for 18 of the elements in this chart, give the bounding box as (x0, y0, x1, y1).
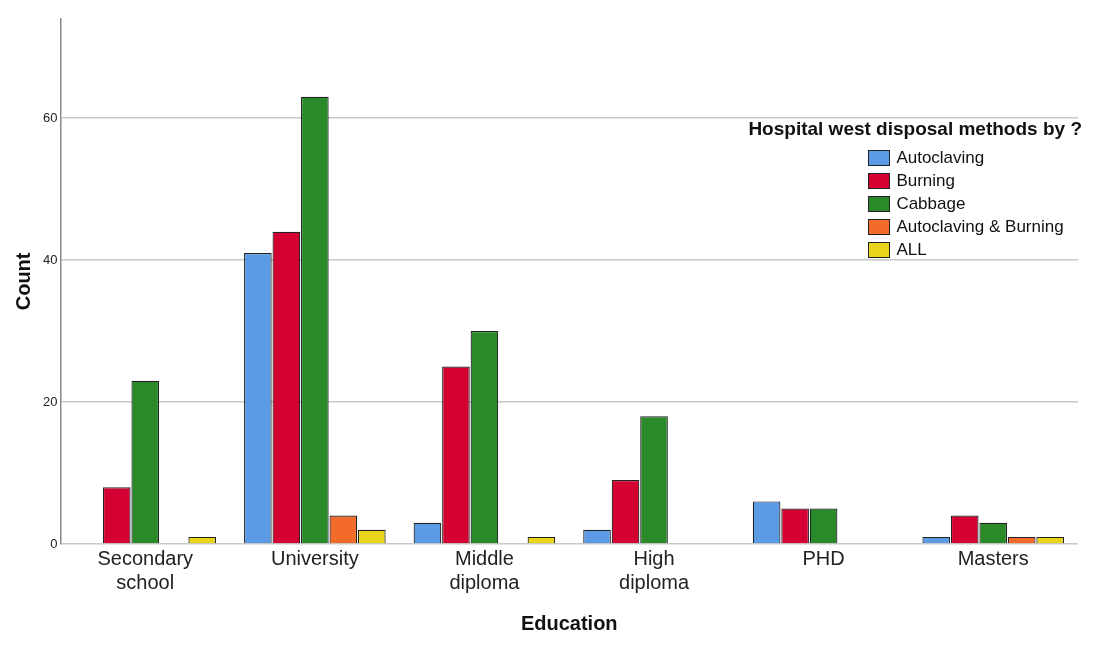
x-axis-title: Education (520, 611, 618, 634)
legend-title: Hospital west disposal methods by ? (748, 118, 1082, 140)
x-tick-label: Masters (957, 546, 1029, 569)
x-tick-label: University (270, 546, 359, 569)
legend-label: Autoclaving (896, 147, 985, 168)
legend-label: Autoclaving & Burning (896, 216, 1064, 237)
y-axis-title: Count (11, 252, 34, 311)
y-tick-label: 60 (42, 109, 58, 125)
x-tick-label: High diploma (619, 546, 690, 593)
x-tick-label: PHD (802, 546, 845, 569)
y-tick-label: 20 (42, 393, 58, 409)
y-tick-label: 40 (42, 251, 58, 267)
x-tick-label: Secondary school (97, 546, 194, 593)
legend-label: Burning (896, 170, 955, 191)
legend-label: ALL (896, 239, 927, 260)
legend-label: Cabbage (896, 193, 966, 214)
x-tick-label: Middle diploma (449, 546, 521, 593)
y-tick-label: 0 (50, 535, 58, 551)
